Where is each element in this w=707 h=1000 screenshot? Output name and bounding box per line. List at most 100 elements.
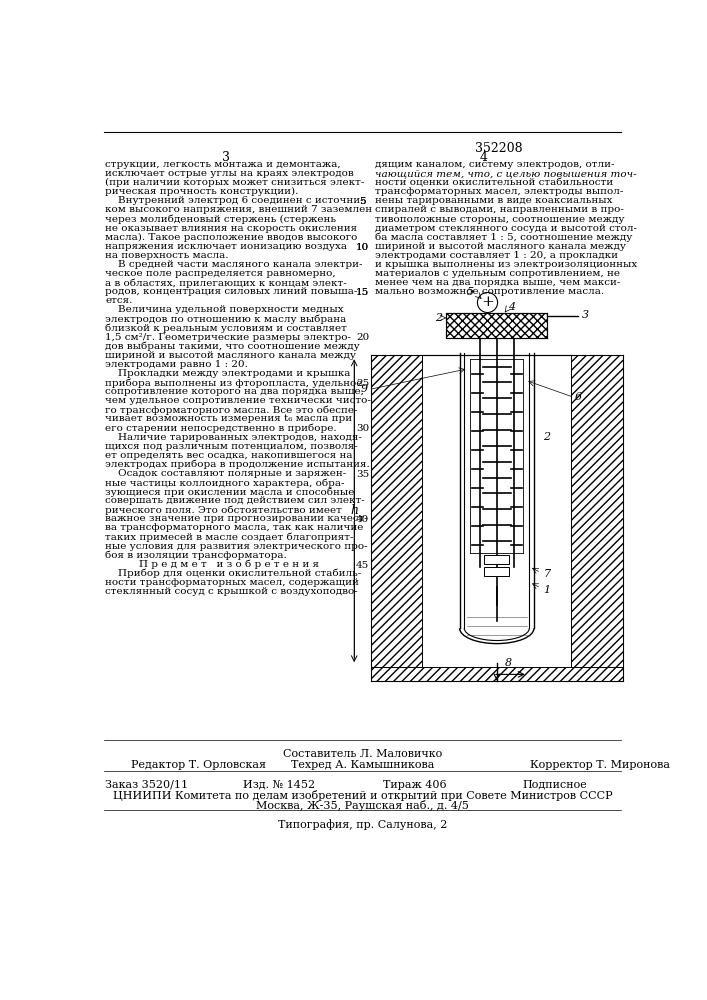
Text: ности оценки окислительной стабильности: ности оценки окислительной стабильности [375, 178, 613, 187]
Text: Величина удельной поверхности медных: Величина удельной поверхности медных [105, 305, 344, 314]
Text: 15: 15 [356, 288, 369, 297]
Text: h: h [350, 504, 358, 517]
Text: ком высокого напряжения, внешний 7 заземлен: ком высокого напряжения, внешний 7 зазем… [105, 205, 373, 214]
Text: электродами составляет 1 : 20, а прокладки: электродами составляет 1 : 20, а проклад… [375, 251, 618, 260]
Text: напряжения исключает ионизацию воздуха: напряжения исключает ионизацию воздуха [105, 242, 347, 251]
Text: 4: 4 [479, 151, 488, 164]
Text: электродах прибора в продолжение испытания.: электродах прибора в продолжение испытан… [105, 460, 370, 469]
Text: материалов с удельным сопротивлением, не: материалов с удельным сопротивлением, не [375, 269, 620, 278]
Text: 8: 8 [505, 658, 512, 668]
Text: близкой к реальным условиям и составляет: близкой к реальным условиям и составляет [105, 324, 347, 333]
Text: Тираж 406: Тираж 406 [383, 780, 447, 790]
Text: ности трансформаторных масел, содержащий: ности трансформаторных масел, содержащий [105, 578, 359, 587]
Text: щихся под различным потенциалом, позволя-: щихся под различным потенциалом, позволя… [105, 442, 358, 451]
Text: чем удельное сопротивление технически чисто-: чем удельное сопротивление технически чи… [105, 396, 371, 405]
Text: 30: 30 [356, 424, 369, 433]
Text: ческое поле распределяется равномерно,: ческое поле распределяется равномерно, [105, 269, 336, 278]
Text: Заказ 3520/11: Заказ 3520/11 [105, 780, 189, 790]
Text: Наличие тарированных электродов, находя-: Наличие тарированных электродов, находя- [105, 433, 362, 442]
Text: менее чем на два порядка выше, чем макси-: менее чем на два порядка выше, чем макси… [375, 278, 621, 287]
Text: мально возможное сопротивление масла.: мально возможное сопротивление масла. [375, 287, 604, 296]
Text: 15: 15 [356, 288, 369, 297]
Text: 10: 10 [356, 243, 369, 252]
Text: +: + [481, 295, 494, 309]
Text: диаметром стеклянного сосуда и высотой стол-: диаметром стеклянного сосуда и высотой с… [375, 224, 637, 233]
Text: струкции, легкость монтажа и демонтажа,: струкции, легкость монтажа и демонтажа, [105, 160, 341, 169]
Text: 20: 20 [356, 333, 369, 342]
Text: 1: 1 [543, 585, 551, 595]
Text: его старении непосредственно в приборе.: его старении непосредственно в приборе. [105, 424, 337, 433]
Text: зующиеся при окислении масла и способные: зующиеся при окислении масла и способные [105, 487, 355, 497]
Text: дящим каналом, систему электродов, отли-: дящим каналом, систему электродов, отли- [375, 160, 614, 169]
Text: ные частицы коллоидного характера, обра-: ные частицы коллоидного характера, обра- [105, 478, 345, 488]
Text: тивоположные стороны, соотношение между: тивоположные стороны, соотношение между [375, 215, 624, 224]
Text: Москва, Ж-35, Раушская наб., д. 4/5: Москва, Ж-35, Раушская наб., д. 4/5 [257, 800, 469, 811]
Text: 6: 6 [575, 392, 582, 402]
Bar [484, 555, 509, 564]
Text: прибора выполнены из фторопласта, удельное: прибора выполнены из фторопласта, удельн… [105, 378, 363, 388]
Bar [484, 567, 509, 576]
Text: через молибденовый стержень (стержень: через молибденовый стержень (стержень [105, 215, 337, 224]
Text: Внутренний электрод 6 соединен с источни-: Внутренний электрод 6 соединен с источни… [105, 196, 364, 205]
Text: трансформаторных масел, электроды выпол-: трансформаторных масел, электроды выпол- [375, 187, 624, 196]
Bar [571, 355, 623, 667]
Text: важное значение при прогнозировании качест-: важное значение при прогнозировании каче… [105, 514, 368, 523]
Text: 45: 45 [356, 561, 369, 570]
Text: ва трансформаторного масла, так как наличие: ва трансформаторного масла, так как нали… [105, 523, 364, 532]
Text: чающийся тем, что, с целью повышения точ-: чающийся тем, что, с целью повышения точ… [375, 169, 637, 178]
Text: Осадок составляют полярные и заряжен-: Осадок составляют полярные и заряжен- [105, 469, 346, 478]
Text: 7: 7 [543, 569, 551, 579]
Text: Прокладки между электродами и крышка: Прокладки между электродами и крышка [105, 369, 351, 378]
Text: исключает острые углы на краях электродов: исключает острые углы на краях электродо… [105, 169, 354, 178]
Bar [371, 667, 623, 681]
Text: ные условия для развития электрического про-: ные условия для развития электрического … [105, 542, 368, 551]
Text: 1,5 см²/г. Геометрические размеры электро-: 1,5 см²/г. Геометрические размеры электр… [105, 333, 351, 342]
Text: 3: 3 [582, 310, 589, 320]
Text: 40: 40 [356, 515, 369, 524]
Text: шириной и высотой масляного канала между: шириной и высотой масляного канала между [105, 351, 356, 360]
Text: шириной и высотой масляного канала между: шириной и высотой масляного канала между [375, 242, 626, 251]
Text: ба масла составляет 1 : 5, соотношение между: ба масла составляет 1 : 5, соотношение м… [375, 233, 633, 242]
Text: ЦНИИПИ Комитета по делам изобретений и открытий при Совете Министров СССР: ЦНИИПИ Комитета по делам изобретений и о… [113, 790, 612, 801]
Text: не оказывает влияния на скорость окисления: не оказывает влияния на скорость окислен… [105, 224, 358, 233]
Text: электродов по отношению к маслу выбрана: электродов по отношению к маслу выбрана [105, 315, 346, 324]
Text: 25: 25 [356, 379, 369, 388]
Text: а в областях, прилегающих к концам элект-: а в областях, прилегающих к концам элект… [105, 278, 347, 288]
Text: сопротивление которого на два порядка выше,: сопротивление которого на два порядка вы… [105, 387, 364, 396]
Bar [571, 355, 623, 667]
Text: 3: 3 [221, 151, 230, 164]
Text: таких примесей в масле создает благоприят-: таких примесей в масле создает благоприя… [105, 533, 354, 542]
Text: ет определять вес осадка, накопившегося на: ет определять вес осадка, накопившегося … [105, 451, 353, 460]
Text: рическая прочность конструкции).: рическая прочность конструкции). [105, 187, 299, 196]
Text: Техред А. Камышникова: Техред А. Камышникова [291, 760, 434, 770]
Text: Корректор Т. Миронова: Корректор Т. Миронова [530, 760, 670, 770]
Bar [371, 355, 421, 667]
Text: электродами равно 1 : 20.: электродами равно 1 : 20. [105, 360, 248, 369]
Text: 35: 35 [356, 470, 369, 479]
Text: стеклянный сосуд с крышкой с воздухоподво-: стеклянный сосуд с крышкой с воздухоподв… [105, 587, 358, 596]
Bar [371, 355, 421, 667]
Text: совершать движение под действием сил элект-: совершать движение под действием сил эле… [105, 496, 366, 505]
Text: Прибор для оценки окислительной стабиль-: Прибор для оценки окислительной стабиль- [105, 569, 362, 578]
Text: Типография, пр. Салунова, 2: Типография, пр. Салунова, 2 [278, 819, 448, 830]
Text: спиралей с выводами, направленными в про-: спиралей с выводами, направленными в про… [375, 205, 624, 214]
Text: В средней части масляного канала электри-: В средней части масляного канала электри… [105, 260, 363, 269]
Text: и крышка выполнены из электроизоляционных: и крышка выполнены из электроизоляционны… [375, 260, 638, 269]
Text: ется.: ется. [105, 296, 133, 305]
Text: 2: 2 [543, 432, 551, 442]
Text: боя в изоляции трансформатора.: боя в изоляции трансформатора. [105, 551, 287, 560]
Text: родов, концентрация силовых линий повыша-: родов, концентрация силовых линий повыша… [105, 287, 358, 296]
Text: 5: 5 [359, 197, 366, 206]
Bar [446, 313, 547, 338]
Text: масла). Такое расположение вводов высокого: масла). Такое расположение вводов высоко… [105, 233, 358, 242]
Bar [446, 313, 547, 338]
Text: 9: 9 [361, 384, 368, 394]
Text: 352208: 352208 [475, 142, 523, 155]
Text: 2: 2 [436, 313, 443, 323]
Text: рического поля. Это обстоятельство имеет: рического поля. Это обстоятельство имеет [105, 505, 342, 515]
Text: 10: 10 [356, 243, 369, 252]
Text: 5: 5 [359, 197, 366, 206]
Text: чивает возможность измерения t₆ масла при: чивает возможность измерения t₆ масла пр… [105, 414, 353, 423]
Text: П р е д м е т   и з о б р е т е н и я: П р е д м е т и з о б р е т е н и я [139, 560, 320, 569]
Bar [371, 667, 623, 681]
